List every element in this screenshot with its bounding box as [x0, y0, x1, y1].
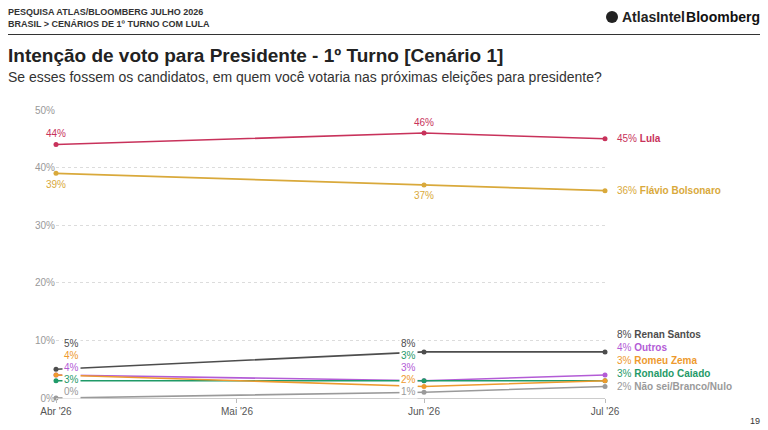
svg-text:37%: 37% [414, 190, 434, 201]
svg-text:3%: 3% [401, 350, 416, 361]
svg-text:Abr '26: Abr '26 [40, 406, 72, 417]
svg-text:Jul '26: Jul '26 [591, 406, 620, 417]
svg-text:3%: 3% [64, 374, 79, 385]
svg-text:45% Lula: 45% Lula [617, 133, 661, 144]
svg-text:36% Flávio Bolsonaro: 36% Flávio Bolsonaro [617, 185, 721, 196]
svg-text:4%: 4% [64, 362, 79, 373]
svg-text:1%: 1% [401, 386, 416, 397]
svg-text:44%: 44% [46, 128, 66, 139]
svg-text:4%: 4% [64, 350, 79, 361]
svg-text:2% Não sei/Branco/Nulo: 2% Não sei/Branco/Nulo [617, 381, 732, 392]
svg-text:3% Romeu Zema: 3% Romeu Zema [617, 355, 697, 366]
svg-text:5%: 5% [64, 338, 79, 349]
svg-text:3% Ronaldo Caiado: 3% Ronaldo Caiado [617, 368, 710, 379]
svg-text:30%: 30% [35, 220, 55, 231]
svg-text:20%: 20% [35, 277, 55, 288]
svg-text:0%: 0% [41, 393, 56, 404]
html-text:AtlasIntel Bloomberg: AtlasIntel Bloomberg [622, 9, 760, 25]
svg-text:0%: 0% [64, 386, 79, 397]
svg-text:8%: 8% [401, 338, 416, 349]
svg-text:8% Renan Santos: 8% Renan Santos [617, 329, 701, 340]
svg-text:Mai '26: Mai '26 [221, 406, 253, 417]
svg-text:46%: 46% [414, 117, 434, 128]
svg-text:Jun '26: Jun '26 [408, 406, 440, 417]
svg-text:40%: 40% [35, 162, 55, 173]
svg-text:3%: 3% [401, 362, 416, 373]
html-text:PESQUISA ATLAS/BLOOMBERG JULHO: PESQUISA ATLAS/BLOOMBERG JULHO 2026 [8, 7, 204, 17]
svg-text:4% Outros: 4% Outros [617, 342, 667, 353]
html-text:Intenção de voto para Presiden: Intenção de voto para Presidente - 1º Tu… [8, 45, 504, 66]
html-text:19: 19 [750, 416, 760, 426]
svg-text:2%: 2% [401, 374, 416, 385]
svg-text:50%: 50% [35, 105, 55, 116]
svg-text:39%: 39% [46, 179, 66, 190]
svg-text:10%: 10% [35, 335, 55, 346]
html-text:BRASIL > CENÁRIOS DE 1º TURNO: BRASIL > CENÁRIOS DE 1º TURNO COM LULA [8, 19, 210, 29]
html-text:Se esses fossem os candidatos,: Se esses fossem os candidatos, em quem v… [8, 69, 602, 85]
